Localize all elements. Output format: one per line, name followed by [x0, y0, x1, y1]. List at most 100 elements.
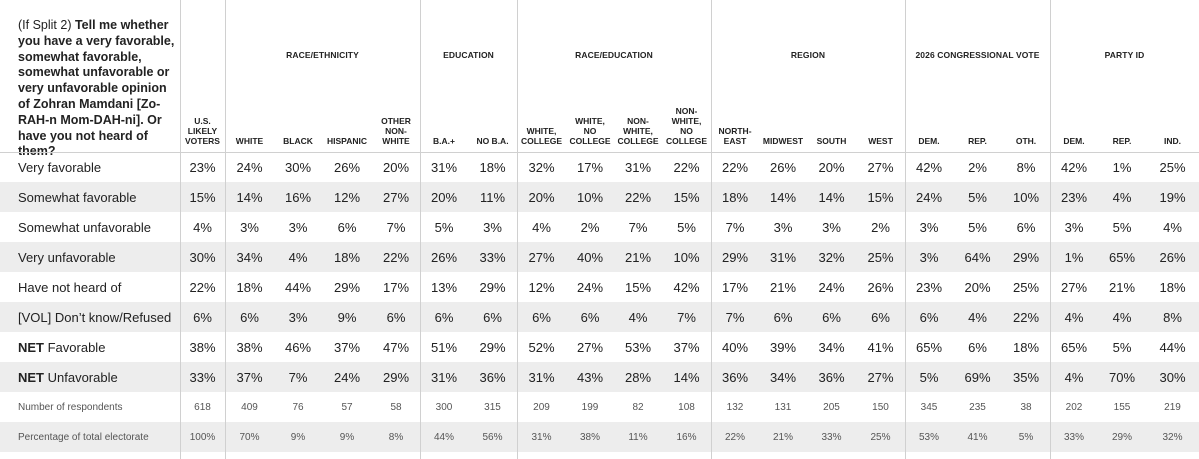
table-cell: 132	[726, 401, 744, 413]
table-cell: 46%	[284, 339, 312, 355]
table-cell: 13%	[430, 279, 458, 295]
table-cell: 4%	[968, 309, 987, 325]
row-label: NET Favorable	[0, 332, 180, 362]
table-cell: 6%	[434, 309, 454, 325]
column-header: DEM.	[1063, 136, 1085, 146]
row-shading	[0, 302, 1199, 332]
table-cell: 38%	[236, 339, 263, 355]
table-cell: 57	[341, 401, 353, 413]
table-cell: 3%	[288, 309, 308, 325]
table-cell: 5%	[434, 219, 454, 235]
row-label-text: Somewhat unfavorable	[18, 219, 151, 235]
table-cell: 6%	[822, 309, 841, 325]
group-header: EDUCATION	[443, 50, 494, 60]
table-cell: 6%	[773, 309, 793, 325]
table-cell: 6%	[193, 309, 212, 325]
table-cell: 70%	[1108, 369, 1136, 385]
table-cell: 36%	[721, 369, 749, 385]
column-header: WEST	[868, 136, 893, 146]
table-cell: 25%	[1012, 279, 1040, 295]
table-cell: 69%	[964, 369, 991, 385]
table-cell: 36%	[479, 369, 506, 385]
table-cell: 42%	[915, 159, 943, 175]
table-cell: 25%	[867, 249, 894, 265]
column-header: WHITE, COLLEGE	[520, 126, 563, 146]
table-cell: 1%	[1064, 249, 1084, 265]
table-cell: 219	[1164, 401, 1181, 413]
table-cell: 31%	[624, 159, 652, 175]
table-cell: 26%	[1159, 249, 1186, 265]
row-label-text: Unfavorable	[44, 369, 118, 385]
row-label-prefix: NET	[18, 369, 44, 385]
table-cell: 202	[1065, 401, 1083, 413]
table-cell: 44%	[1159, 339, 1186, 355]
table-cell: 24%	[915, 189, 943, 205]
table-cell: 32%	[818, 249, 845, 265]
table-cell: 37%	[333, 339, 361, 355]
table-cell: 9%	[290, 431, 306, 443]
table-cell: 29%	[382, 369, 410, 385]
table-cell: 65%	[1060, 339, 1088, 355]
table-cell: 4%	[193, 219, 212, 235]
table-cell: 32%	[528, 159, 555, 175]
row-label-prefix: NET	[18, 339, 44, 355]
group-header: PARTY ID	[1104, 50, 1145, 60]
table-cell: 37%	[673, 339, 700, 355]
table-cell: 26%	[867, 279, 894, 295]
row-label-text: Very unfavorable	[18, 249, 116, 265]
table-cell: 82	[632, 401, 644, 413]
table-cell: 1%	[1112, 159, 1132, 175]
table-cell: 300	[435, 401, 453, 413]
table-cell: 31%	[430, 369, 458, 385]
table-cell: 38%	[189, 339, 216, 355]
table-cell: 40%	[576, 249, 604, 265]
table-cell: 21%	[1108, 279, 1136, 295]
table-cell: 10%	[576, 189, 604, 205]
row-label: [VOL] Don’t know/Refused	[0, 302, 180, 332]
group-divider	[1050, 0, 1051, 459]
table-cell: 29%	[479, 339, 506, 355]
table-cell: 20%	[528, 189, 555, 205]
table-cell: 618	[194, 401, 211, 413]
table-cell: 18%	[1012, 339, 1040, 355]
table-cell: 3%	[919, 219, 939, 235]
group-divider	[225, 0, 226, 459]
table-cell: 65%	[915, 339, 943, 355]
row-label: Percentage of total electorate	[0, 422, 180, 452]
table-cell: 27%	[382, 189, 410, 205]
row-label: Have not heard of	[0, 272, 180, 302]
table-cell: 53%	[918, 431, 939, 443]
table-cell: 19%	[1159, 189, 1186, 205]
table-cell: 18%	[236, 279, 263, 295]
table-cell: 6%	[532, 309, 551, 325]
table-cell: 6%	[968, 339, 987, 355]
table-cell: 34%	[769, 369, 797, 385]
header-divider	[0, 152, 1199, 153]
column-header: NON- WHITE, COLLEGE	[617, 116, 659, 146]
table-cell: 12%	[333, 189, 361, 205]
table-cell: 409	[241, 401, 258, 413]
table-cell: 27%	[867, 369, 894, 385]
row-label-text: Somewhat favorable	[18, 189, 137, 205]
table-cell: 64%	[964, 249, 991, 265]
table-cell: 235	[969, 401, 986, 413]
table-cell: 100%	[189, 431, 216, 443]
table-cell: 6%	[240, 309, 259, 325]
table-cell: 40%	[721, 339, 749, 355]
table-cell: 65%	[1108, 249, 1136, 265]
table-cell: 24%	[818, 279, 845, 295]
column-header: DEM.	[918, 136, 940, 146]
table-cell: 22%	[189, 279, 216, 295]
row-label-text: Number of respondents	[18, 401, 123, 413]
table-cell: 3%	[1064, 219, 1084, 235]
table-cell: 11%	[628, 431, 648, 443]
table-cell: 4%	[1163, 219, 1182, 235]
table-cell: 5%	[968, 219, 987, 235]
table-cell: 26%	[769, 159, 797, 175]
column-header: WHITE	[235, 136, 264, 146]
row-label: NET Unfavorable	[0, 362, 180, 392]
table-cell: 6%	[871, 309, 890, 325]
table-cell: 22%	[1012, 309, 1040, 325]
table-cell: 17%	[721, 279, 749, 295]
